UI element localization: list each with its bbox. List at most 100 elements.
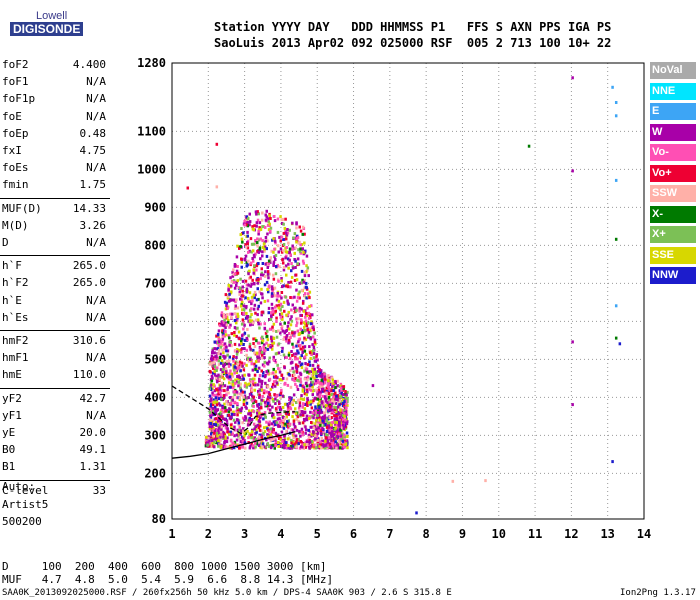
echo-point <box>301 301 305 305</box>
echo-point <box>324 437 328 441</box>
echo-point <box>239 277 242 281</box>
param-6: foEs N/A <box>2 161 106 179</box>
echo-point <box>223 418 227 421</box>
echo-point <box>239 348 243 352</box>
y-tick-label: 900 <box>144 200 166 214</box>
echo-point <box>280 388 283 392</box>
echo-point <box>257 232 260 236</box>
echo-point <box>254 441 257 445</box>
echo-point <box>240 393 243 397</box>
legend-item-ssw: SSW <box>650 185 696 202</box>
echo-point <box>232 386 235 390</box>
echo-point <box>257 262 260 265</box>
echo-point <box>255 221 259 225</box>
echo-point <box>241 318 245 322</box>
echo-point <box>233 365 236 369</box>
echo-point <box>279 322 282 326</box>
plot-frame <box>171 62 645 520</box>
echo-point <box>258 428 262 432</box>
echo-point <box>283 438 286 442</box>
echo-point <box>262 347 266 351</box>
echo-point <box>226 427 229 431</box>
echo-point <box>240 260 243 264</box>
echo-point <box>253 345 257 348</box>
echo-point <box>298 360 301 364</box>
echo-point <box>281 346 284 350</box>
echo-point <box>291 415 294 419</box>
auto-code: 500200 <box>2 515 42 528</box>
echo-point <box>280 296 283 300</box>
echo-point <box>208 387 211 391</box>
echo-point <box>298 296 301 300</box>
echo-point <box>256 313 259 317</box>
echo-point <box>220 427 223 431</box>
param-separator <box>0 387 110 389</box>
echo-point <box>334 406 337 410</box>
echo-point <box>264 262 267 266</box>
param-value: 0.48 <box>79 126 107 140</box>
param-14: h`Es N/A <box>2 311 106 329</box>
echo-point <box>220 398 223 401</box>
echo-point <box>260 388 264 392</box>
echo-point <box>279 442 283 446</box>
echo-point <box>278 235 281 239</box>
echo-point <box>256 318 260 322</box>
param-key: yF1 <box>2 408 22 422</box>
echo-point <box>310 432 314 436</box>
echo-point <box>250 442 253 446</box>
echo-point <box>282 222 285 226</box>
echo-point <box>235 352 239 356</box>
echo-point <box>233 393 236 397</box>
echo-point <box>305 401 309 405</box>
echo-point <box>264 331 268 335</box>
echo-point <box>341 398 345 402</box>
footer-file-info: SAA0K_2013092025000.RSF / 260fx256h 50 k… <box>2 588 452 598</box>
echo-point <box>227 288 230 292</box>
echo-point <box>221 370 224 374</box>
echo-point <box>233 331 236 334</box>
param-20: yE 20.0 <box>2 426 106 444</box>
echo-point <box>275 320 278 323</box>
echo-point <box>240 361 244 365</box>
echo-point <box>225 422 229 426</box>
echo-point <box>223 342 227 346</box>
echo-point <box>217 352 220 356</box>
echo-point <box>279 308 282 312</box>
echo-point <box>264 404 267 408</box>
echo-point <box>263 411 267 415</box>
echo-point <box>212 398 216 402</box>
echo-point <box>305 393 308 397</box>
echo-point <box>259 347 262 351</box>
echo-point <box>218 387 221 391</box>
echo-point <box>343 409 346 413</box>
echo-point <box>264 445 267 449</box>
echo-point <box>327 395 331 399</box>
echo-point <box>211 391 214 395</box>
echo-point <box>271 344 274 348</box>
echo-point <box>284 217 287 221</box>
x-tick-label: 13 <box>600 527 614 541</box>
echo-point <box>340 443 343 447</box>
echo-point <box>247 259 250 263</box>
echo-point <box>277 342 281 346</box>
echo-point <box>252 293 256 297</box>
echo-point <box>245 336 248 340</box>
echo-point <box>297 340 300 344</box>
param-key: fmin <box>2 178 29 192</box>
echo-point <box>261 245 265 249</box>
echo-point <box>248 373 251 377</box>
echo-point <box>306 390 309 394</box>
echo-point <box>288 327 291 331</box>
echo-point <box>273 286 277 290</box>
echo-point <box>257 426 261 430</box>
echo-point <box>287 281 290 284</box>
echo-point <box>219 368 223 372</box>
echo-point <box>323 446 327 450</box>
param-key: h`F <box>2 259 22 273</box>
echo-point <box>228 336 231 340</box>
echo-point <box>231 395 235 399</box>
x-tick-label: 1 <box>168 527 175 541</box>
echo-point <box>240 298 244 302</box>
echo-point <box>303 292 307 296</box>
echo-point <box>297 248 300 252</box>
